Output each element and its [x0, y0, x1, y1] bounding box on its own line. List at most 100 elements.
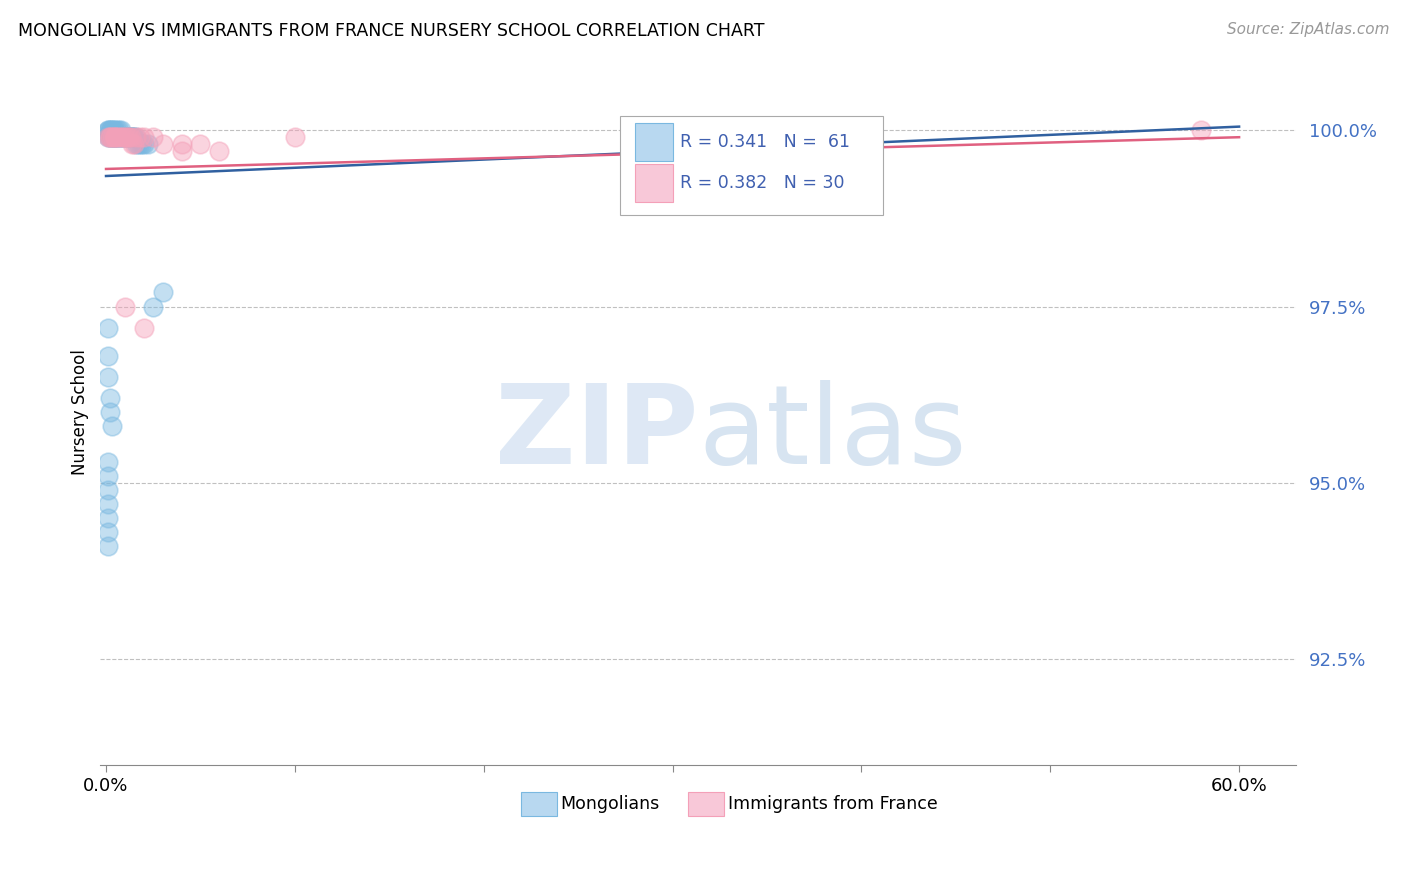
Point	[115, 130, 138, 145]
Point	[118, 130, 141, 145]
Point	[103, 123, 125, 137]
Point	[111, 130, 134, 145]
Text: MONGOLIAN VS IMMIGRANTS FROM FRANCE NURSERY SCHOOL CORRELATION CHART: MONGOLIAN VS IMMIGRANTS FROM FRANCE NURS…	[18, 22, 765, 40]
Point	[97, 511, 120, 525]
Point	[127, 137, 149, 152]
Point	[98, 130, 121, 145]
Point	[208, 145, 231, 159]
Point	[108, 130, 131, 145]
Point	[132, 130, 155, 145]
Point	[125, 130, 148, 145]
Point	[120, 130, 142, 145]
Point	[120, 130, 142, 145]
Point	[132, 137, 155, 152]
Point	[142, 300, 165, 314]
Point	[114, 300, 136, 314]
Point	[115, 130, 138, 145]
Point	[98, 130, 121, 145]
Point	[104, 130, 127, 145]
Point	[152, 137, 174, 152]
Point	[97, 497, 120, 511]
FancyBboxPatch shape	[620, 116, 883, 215]
Text: atlas: atlas	[697, 380, 966, 487]
Point	[100, 123, 122, 137]
Point	[98, 130, 121, 145]
Point	[100, 130, 122, 145]
Point	[124, 130, 146, 145]
Point	[98, 405, 121, 419]
Point	[104, 130, 127, 145]
Point	[129, 130, 152, 145]
Point	[132, 320, 155, 334]
Point	[97, 483, 120, 497]
Point	[121, 130, 143, 145]
Point	[97, 320, 120, 334]
Point	[284, 130, 307, 145]
Point	[125, 137, 148, 152]
Point	[103, 130, 125, 145]
Point	[120, 130, 142, 145]
Point	[105, 130, 128, 145]
Text: R = 0.341   N =  61: R = 0.341 N = 61	[681, 133, 851, 151]
Point	[103, 130, 125, 145]
Point	[170, 137, 193, 152]
Point	[104, 123, 127, 137]
Text: R = 0.382   N = 30: R = 0.382 N = 30	[681, 174, 845, 192]
Point	[97, 455, 120, 469]
Point	[111, 130, 134, 145]
Point	[97, 123, 120, 137]
Point	[110, 130, 132, 145]
Point	[98, 123, 121, 137]
Point	[98, 130, 121, 145]
Point	[111, 130, 134, 145]
Point	[115, 130, 138, 145]
FancyBboxPatch shape	[634, 164, 673, 202]
Point	[98, 123, 121, 137]
Point	[121, 137, 143, 152]
Point	[104, 130, 127, 145]
Point	[114, 130, 136, 145]
Point	[97, 370, 120, 384]
Point	[136, 137, 159, 152]
Point	[97, 349, 120, 363]
Point	[118, 130, 141, 145]
Point	[129, 137, 152, 152]
Point	[131, 137, 153, 152]
Point	[125, 130, 148, 145]
Point	[104, 130, 127, 145]
Text: ZIP: ZIP	[495, 380, 697, 487]
Point	[124, 130, 146, 145]
FancyBboxPatch shape	[634, 123, 673, 161]
Text: Mongolians: Mongolians	[561, 795, 659, 813]
Text: Source: ZipAtlas.com: Source: ZipAtlas.com	[1226, 22, 1389, 37]
Point	[110, 130, 132, 145]
Point	[121, 130, 143, 145]
Point	[105, 123, 128, 137]
Point	[118, 130, 141, 145]
Point	[110, 123, 132, 137]
Point	[108, 130, 131, 145]
Point	[170, 145, 193, 159]
FancyBboxPatch shape	[689, 792, 724, 816]
Y-axis label: Nursery School: Nursery School	[72, 350, 89, 475]
Point	[124, 137, 146, 152]
Text: Immigrants from France: Immigrants from France	[728, 795, 938, 813]
Point	[152, 285, 174, 300]
Point	[142, 130, 165, 145]
Point	[97, 130, 120, 145]
Point	[97, 540, 120, 554]
FancyBboxPatch shape	[522, 792, 557, 816]
Point	[105, 130, 128, 145]
Point	[108, 123, 131, 137]
Point	[100, 419, 122, 434]
Point	[100, 130, 122, 145]
Point	[190, 137, 212, 152]
Point	[97, 130, 120, 145]
Point	[97, 123, 120, 137]
Point	[108, 130, 131, 145]
Point	[114, 130, 136, 145]
Point	[105, 130, 128, 145]
Point	[97, 468, 120, 483]
Point	[114, 130, 136, 145]
Point	[103, 130, 125, 145]
